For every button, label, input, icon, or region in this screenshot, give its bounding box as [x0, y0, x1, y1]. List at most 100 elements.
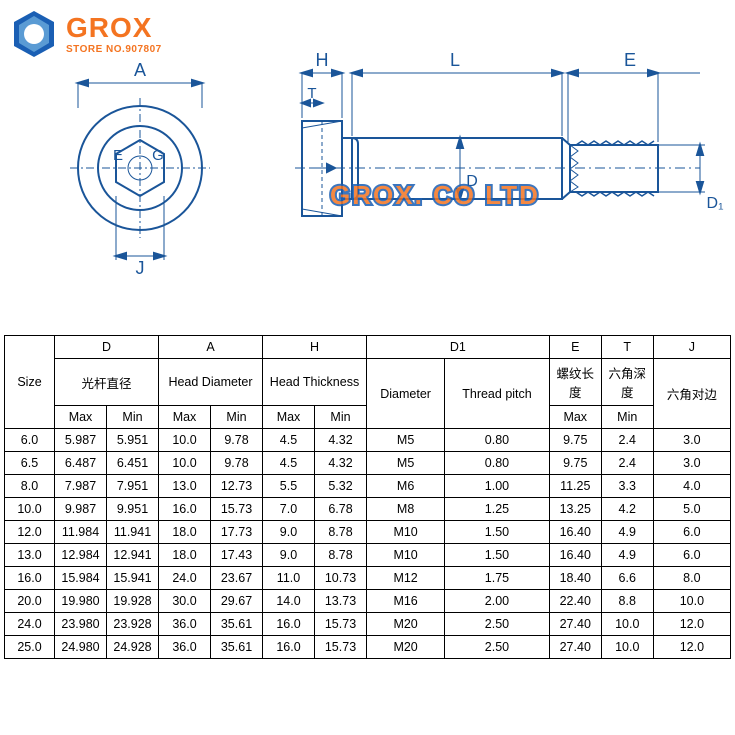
cell: 30.0 [159, 590, 211, 613]
table-row: 10.09.9879.95116.015.737.06.78M81.2513.2… [5, 498, 731, 521]
cell: 17.43 [211, 544, 263, 567]
cell: 10.0 [159, 452, 211, 475]
cell: 18.40 [549, 567, 601, 590]
cell: 2.50 [445, 613, 550, 636]
cell: 23.928 [107, 613, 159, 636]
th-max: Max [159, 406, 211, 429]
cell: 16.0 [263, 636, 315, 659]
cell: 9.0 [263, 521, 315, 544]
technical-diagram: A J E G H T L E D D₁ [0, 8, 735, 298]
th-D1: D1 [367, 336, 550, 359]
cell: 35.61 [211, 613, 263, 636]
cell: 8.78 [315, 521, 367, 544]
cell: M10 [367, 544, 445, 567]
cell: 6.78 [315, 498, 367, 521]
cell: 16.40 [549, 544, 601, 567]
cell: 10.0 [601, 613, 653, 636]
cell: 1.00 [445, 475, 550, 498]
cell: 13.73 [315, 590, 367, 613]
label-E-internal: E [113, 147, 123, 164]
cell: 8.0 [5, 475, 55, 498]
label-H: H [316, 50, 329, 70]
cell: 7.0 [263, 498, 315, 521]
cell: 15.73 [315, 613, 367, 636]
th-D1-pitch: Thread pitch [445, 359, 550, 429]
cell: 0.80 [445, 429, 550, 452]
cell: 1.75 [445, 567, 550, 590]
cell: M5 [367, 452, 445, 475]
cell: 2.4 [601, 452, 653, 475]
table-row: 20.019.98019.92830.029.6714.013.73M162.0… [5, 590, 731, 613]
cell: 4.9 [601, 521, 653, 544]
cell: 14.0 [263, 590, 315, 613]
cell: 4.2 [601, 498, 653, 521]
cell: 16.40 [549, 521, 601, 544]
cell: 4.5 [263, 452, 315, 475]
cell: 12.941 [107, 544, 159, 567]
cell: 15.941 [107, 567, 159, 590]
th-A: A [159, 336, 263, 359]
cell: 10.73 [315, 567, 367, 590]
cell: 27.40 [549, 636, 601, 659]
cell: 4.9 [601, 544, 653, 567]
cell: 9.78 [211, 429, 263, 452]
cell: 6.487 [55, 452, 107, 475]
th-max: Max [263, 406, 315, 429]
cell: 6.0 [653, 521, 730, 544]
label-E: E [624, 50, 636, 70]
dimension-table: Size D A H D1 E T J 光杆直径 Head Diameter H… [4, 335, 731, 659]
cell: 4.32 [315, 452, 367, 475]
cell: M12 [367, 567, 445, 590]
th-T: T [601, 336, 653, 359]
table-row: 6.56.4876.45110.09.784.54.32M50.809.752.… [5, 452, 731, 475]
th-H-sub: Head Thickness [263, 359, 367, 406]
th-max: Max [55, 406, 107, 429]
cell: 15.984 [55, 567, 107, 590]
cell: 2.50 [445, 636, 550, 659]
cell: 24.980 [55, 636, 107, 659]
cell: 6.6 [601, 567, 653, 590]
cell: 23.67 [211, 567, 263, 590]
cell: 19.928 [107, 590, 159, 613]
cell: 1.25 [445, 498, 550, 521]
th-min: Min [211, 406, 263, 429]
cell: 2.00 [445, 590, 550, 613]
cell: 12.984 [55, 544, 107, 567]
cell: 20.0 [5, 590, 55, 613]
cell: 29.67 [211, 590, 263, 613]
label-T: T [307, 85, 316, 102]
cell: 12.0 [5, 521, 55, 544]
cell: 25.0 [5, 636, 55, 659]
cell: 15.73 [315, 636, 367, 659]
table-row: 24.023.98023.92836.035.6116.015.73M202.5… [5, 613, 731, 636]
cell: 12.0 [653, 613, 730, 636]
cell: 10.0 [5, 498, 55, 521]
cell: 13.0 [159, 475, 211, 498]
label-A: A [134, 60, 146, 80]
cell: M10 [367, 521, 445, 544]
cell: 11.941 [107, 521, 159, 544]
cell: 16.0 [159, 498, 211, 521]
th-T-sub: 六角深度 [601, 359, 653, 406]
cell: M5 [367, 429, 445, 452]
cell: 9.951 [107, 498, 159, 521]
cell: 10.0 [601, 636, 653, 659]
cell: 1.50 [445, 544, 550, 567]
cell: 7.951 [107, 475, 159, 498]
cell: 10.0 [159, 429, 211, 452]
cell: 11.25 [549, 475, 601, 498]
cell: 12.0 [653, 636, 730, 659]
table-body: 6.05.9875.95110.09.784.54.32M50.809.752.… [5, 429, 731, 659]
cell: 6.5 [5, 452, 55, 475]
cell: 11.984 [55, 521, 107, 544]
cell: 9.75 [549, 452, 601, 475]
cell: 13.0 [5, 544, 55, 567]
cell: 8.0 [653, 567, 730, 590]
cell: 3.3 [601, 475, 653, 498]
label-D: D [466, 173, 478, 190]
cell: 6.451 [107, 452, 159, 475]
label-D1: D₁ [707, 195, 724, 212]
cell: 15.73 [211, 498, 263, 521]
th-J-sub: 六角对边 [653, 359, 730, 429]
spec-table: Size D A H D1 E T J 光杆直径 Head Diameter H… [4, 335, 731, 659]
